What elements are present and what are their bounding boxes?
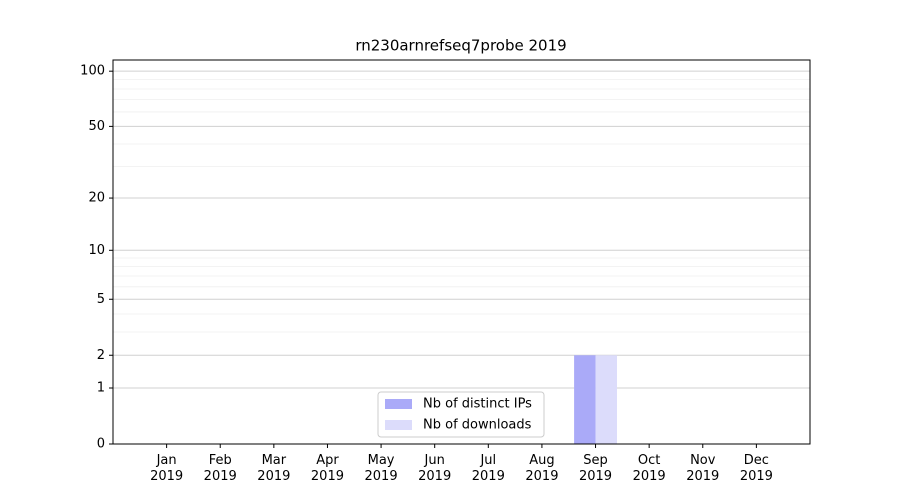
plot-frame [112, 59, 811, 445]
y-tick-label: 50 [88, 119, 105, 134]
x-tick-label: Nov 2019 [686, 453, 720, 484]
legend-swatch [385, 420, 412, 430]
x-tick-label: Apr 2019 [310, 453, 344, 484]
y-tick-label: 100 [80, 64, 105, 79]
y-tick-label: 5 [97, 292, 105, 307]
legend-box [377, 391, 545, 438]
y-tick-label: 10 [88, 243, 105, 258]
x-tick-label: Sep 2019 [578, 453, 613, 484]
x-tick-label: Jul 2019 [471, 453, 505, 484]
x-tick-label: May 2019 [364, 453, 398, 484]
y-tick-label: 20 [88, 191, 105, 206]
x-tick-label: Oct 2019 [632, 453, 666, 484]
chart-title: rn230arnrefseq7probe 2019 [355, 37, 566, 55]
y-tick-label: 2 [97, 348, 105, 363]
x-tick-label: Feb 2019 [203, 453, 237, 484]
x-tick-label: Jan 2019 [150, 453, 184, 484]
y-tick-label: 0 [97, 437, 105, 452]
bar [595, 355, 617, 444]
legend-swatch [385, 399, 412, 409]
x-tick-label: Jun 2019 [418, 453, 452, 484]
x-tick-label: Dec 2019 [739, 453, 773, 484]
x-tick-label: Mar 2019 [257, 453, 291, 484]
bar [574, 355, 596, 444]
y-tick-label: 1 [97, 381, 105, 396]
legend-label: Nb of distinct IPs [423, 397, 532, 412]
legend-label: Nb of downloads [423, 418, 532, 433]
x-tick-label: Aug 2019 [525, 453, 559, 484]
